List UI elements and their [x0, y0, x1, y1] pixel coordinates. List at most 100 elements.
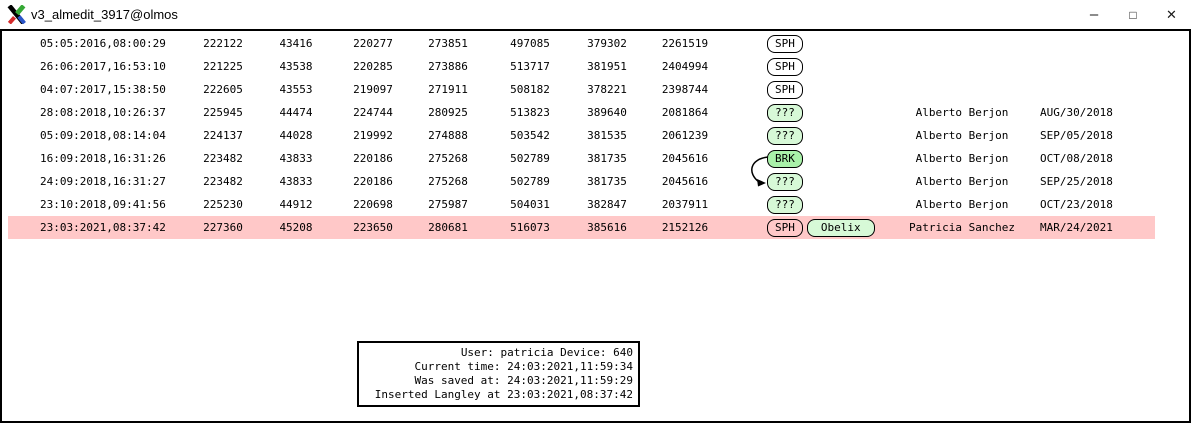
info-current-time: Current time: 24:03:2021,11:59:34 [414, 360, 633, 373]
value-cell: 516073 [510, 221, 550, 234]
value-cell: 502789 [510, 152, 550, 165]
timestamp-cell: 05:09:2018,08:14:04 [40, 129, 166, 142]
brk-arrow-connector [751, 156, 769, 187]
value-cell: 275268 [428, 152, 468, 165]
value-cell: 220277 [353, 37, 393, 50]
minimize-button[interactable]: – [1089, 6, 1099, 23]
break-badge[interactable]: BRK [767, 149, 803, 168]
badge-group: SPH [767, 78, 803, 101]
table-row[interactable]: 05:05:2016,08:00:29 222122 43416 220277 2738… [0, 32, 1191, 55]
timestamp-cell: 24:09:2018,16:31:27 [40, 175, 166, 188]
obelix-badge[interactable]: Obelix [806, 218, 875, 237]
value-cell: 220186 [353, 175, 393, 188]
status-info-box: User: patricia Device: 640 Current time:… [357, 341, 640, 407]
info-user-device: User: patricia Device: 640 [460, 346, 633, 359]
entry-date: MAR/24/2021 [1040, 221, 1113, 234]
timestamp-cell: 26:06:2017,16:53:10 [40, 60, 166, 73]
operator-name: Alberto Berjon [915, 129, 1009, 142]
value-cell: 275268 [428, 175, 468, 188]
value-cell: 43553 [279, 83, 313, 96]
badge-group: ??? [767, 101, 803, 124]
entry-date: SEP/05/2018 [1040, 129, 1113, 142]
value-cell: 222605 [203, 83, 243, 96]
sph-badge[interactable]: SPH [767, 34, 803, 53]
timestamp-cell: 16:09:2018,16:31:26 [40, 152, 166, 165]
sph-badge[interactable]: SPH [767, 57, 803, 76]
value-cell: 2398744 [661, 83, 709, 96]
value-cell: 223482 [203, 175, 243, 188]
table-row[interactable]: 23:10:2018,09:41:56 225230 44912 220698 2759… [0, 193, 1191, 216]
value-cell: 2045616 [661, 175, 709, 188]
value-cell: 44912 [279, 198, 313, 211]
value-cell: 219097 [353, 83, 393, 96]
value-cell: 2081864 [661, 106, 709, 119]
value-cell: 2404994 [661, 60, 709, 73]
value-cell: 2037911 [661, 198, 709, 211]
value-cell: 222122 [203, 37, 243, 50]
value-cell: 43833 [279, 152, 313, 165]
unknown-badge[interactable]: ??? [767, 103, 803, 122]
operator-name: Alberto Berjon [915, 175, 1009, 188]
value-cell: 45208 [279, 221, 313, 234]
badge-group: SPH [767, 32, 803, 55]
value-cell: 273851 [428, 37, 468, 50]
value-cell: 2261519 [661, 37, 709, 50]
x-server-logo-icon[interactable] [7, 5, 26, 24]
value-cell: 378221 [587, 83, 627, 96]
maximize-button[interactable]: □ [1129, 7, 1137, 22]
info-inserted-langley: Inserted Langley at 23:03:2021,08:37:42 [374, 388, 633, 401]
title-bar: v3_almedit_3917@olmos – □ ✕ [0, 0, 1191, 29]
value-cell: 44474 [279, 106, 313, 119]
timestamp-cell: 05:05:2016,08:00:29 [40, 37, 166, 50]
value-cell: 381735 [587, 152, 627, 165]
value-cell: 224137 [203, 129, 243, 142]
entry-date: OCT/23/2018 [1040, 198, 1113, 211]
value-cell: 273886 [428, 60, 468, 73]
value-cell: 271911 [428, 83, 468, 96]
unknown-badge[interactable]: ??? [767, 172, 803, 191]
table-row[interactable]: 28:08:2018,10:26:37 225945 44474 224744 2809… [0, 101, 1191, 124]
value-cell: 389640 [587, 106, 627, 119]
value-cell: 382847 [587, 198, 627, 211]
value-cell: 381735 [587, 175, 627, 188]
operator-name: Alberto Berjon [915, 106, 1009, 119]
operator-name: Patricia Sanchez [909, 221, 1015, 234]
value-cell: 227360 [203, 221, 243, 234]
table-row[interactable]: 05:09:2018,08:14:04 224137 44028 219992 2748… [0, 124, 1191, 147]
timestamp-cell: 28:08:2018,10:26:37 [40, 106, 166, 119]
value-cell: 513717 [510, 60, 550, 73]
close-button[interactable]: ✕ [1166, 6, 1177, 22]
sph-badge[interactable]: SPH [767, 218, 803, 237]
unknown-badge[interactable]: ??? [767, 195, 803, 214]
value-cell: 43416 [279, 37, 313, 50]
value-cell: 379302 [587, 37, 627, 50]
value-cell: 508182 [510, 83, 550, 96]
value-cell: 43833 [279, 175, 313, 188]
table-row[interactable]: 04:07:2017,15:38:50 222605 43553 219097 2719… [0, 78, 1191, 101]
value-cell: 497085 [510, 37, 550, 50]
value-cell: 223482 [203, 152, 243, 165]
operator-name: Alberto Berjon [915, 152, 1009, 165]
value-cell: 220285 [353, 60, 393, 73]
sph-badge[interactable]: SPH [767, 80, 803, 99]
value-cell: 224744 [353, 106, 393, 119]
table-row[interactable]: 24:09:2018,16:31:27 223482 43833 220186 2752… [0, 170, 1191, 193]
value-cell: 503542 [510, 129, 550, 142]
operator-name: Alberto Berjon [915, 198, 1009, 211]
info-saved-at: Was saved at: 24:03:2021,11:59:29 [414, 374, 633, 387]
badge-group: SPH Obelix [767, 216, 875, 239]
entry-date: AUG/30/2018 [1040, 106, 1113, 119]
value-cell: 44028 [279, 129, 313, 142]
entry-date: OCT/08/2018 [1040, 152, 1113, 165]
badge-group: ??? [767, 124, 803, 147]
value-cell: 275987 [428, 198, 468, 211]
value-cell: 225945 [203, 106, 243, 119]
value-cell: 2061239 [661, 129, 709, 142]
timestamp-cell: 23:10:2018,09:41:56 [40, 198, 166, 211]
unknown-badge[interactable]: ??? [767, 126, 803, 145]
value-cell: 385616 [587, 221, 627, 234]
table-row[interactable]: 23:03:2021,08:37:42 227360 45208 223650 2806… [0, 216, 1191, 239]
table-row[interactable]: 26:06:2017,16:53:10 221225 43538 220285 2738… [0, 55, 1191, 78]
table-row[interactable]: 16:09:2018,16:31:26 223482 43833 220186 2752… [0, 147, 1191, 170]
value-cell: 220186 [353, 152, 393, 165]
